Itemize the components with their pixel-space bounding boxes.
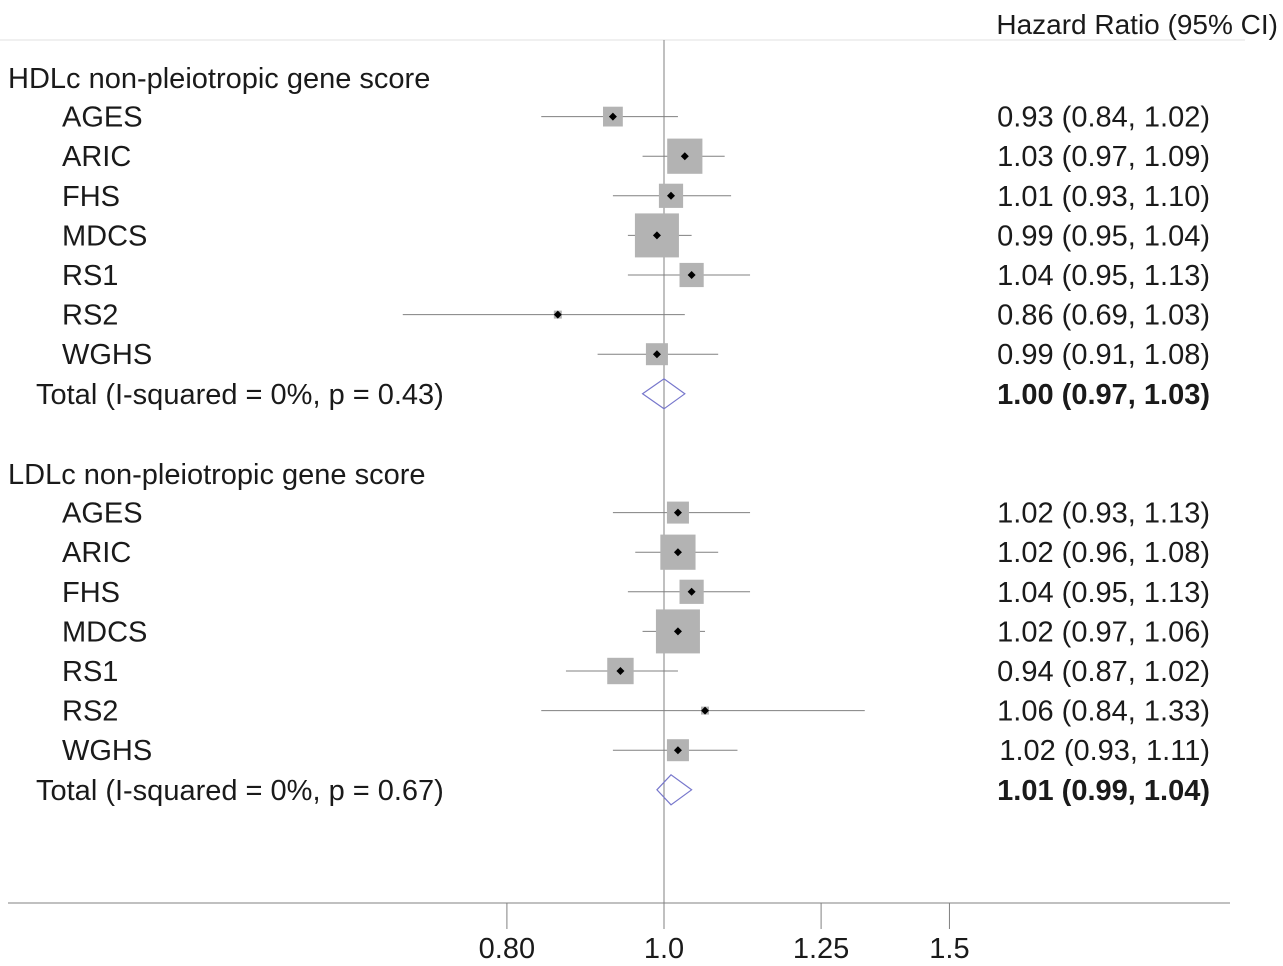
point-estimate [667,191,676,200]
group-title: HDLc non-pleiotropic gene score [8,63,430,95]
point-estimate [687,271,696,279]
x-tick-label: 1.0 [644,933,684,965]
study-hr-ci: 0.99 (0.91, 1.08) [997,339,1210,371]
point-estimate [701,706,710,715]
study-name: MDCS [62,616,147,648]
study-name: RS1 [62,656,118,688]
study-name: WGHS [62,339,152,371]
column-header: Hazard Ratio (95% CI) [996,9,1278,40]
study-name: RS2 [62,300,118,332]
study-name: RS2 [62,696,118,728]
x-tick-label: 1.5 [929,933,969,965]
point-estimate [652,350,661,359]
study-hr-ci: 1.02 (0.97, 1.06) [997,616,1210,648]
study-name: AGES [62,498,143,530]
point-estimate [608,112,617,121]
point-estimate [673,746,682,755]
study-name: ARIC [62,537,131,569]
point-estimate [673,627,682,636]
study-name: ARIC [62,141,131,173]
point-estimate [616,667,625,675]
study-name: AGES [62,102,143,134]
study-hr-ci: 0.99 (0.95, 1.04) [997,220,1210,252]
point-estimate [687,587,696,596]
study-hr-ci: 0.86 (0.69, 1.03) [997,300,1210,332]
total-hr-ci: 1.01 (0.99, 1.04) [997,775,1210,807]
x-tick-label: 1.25 [793,933,849,965]
point-estimate [673,548,682,557]
study-name: RS1 [62,260,118,292]
point-estimate [680,152,689,161]
study-hr-ci: 1.04 (0.95, 1.13) [997,577,1210,609]
study-hr-ci: 1.02 (0.93, 1.13) [997,498,1210,530]
total-label: Total (I-squared = 0%, p = 0.67) [36,775,444,807]
point-estimate [673,508,682,517]
study-hr-ci: 1.06 (0.84, 1.33) [997,696,1210,728]
point-estimate [553,310,562,319]
x-tick-label: 0.80 [479,933,535,965]
total-hr-ci: 1.00 (0.97, 1.03) [997,379,1210,411]
total-label: Total (I-squared = 0%, p = 0.43) [36,379,444,411]
study-hr-ci: 1.01 (0.93, 1.10) [997,181,1210,213]
study-hr-ci: 1.02 (0.93, 1.11) [999,735,1210,767]
pooled-diamond [641,378,686,410]
study-hr-ci: 1.03 (0.97, 1.09) [997,141,1210,173]
group-title: LDLc non-pleiotropic gene score [8,459,426,491]
point-estimate [652,231,661,240]
study-name: FHS [62,577,120,609]
study-hr-ci: 0.93 (0.84, 1.02) [997,102,1210,134]
study-hr-ci: 1.04 (0.95, 1.13) [997,260,1210,292]
study-hr-ci: 0.94 (0.87, 1.02) [997,656,1210,688]
study-name: WGHS [62,735,152,767]
study-name: FHS [62,181,120,213]
study-name: MDCS [62,220,147,252]
pooled-diamond [656,774,693,806]
study-hr-ci: 1.02 (0.96, 1.08) [997,537,1210,569]
